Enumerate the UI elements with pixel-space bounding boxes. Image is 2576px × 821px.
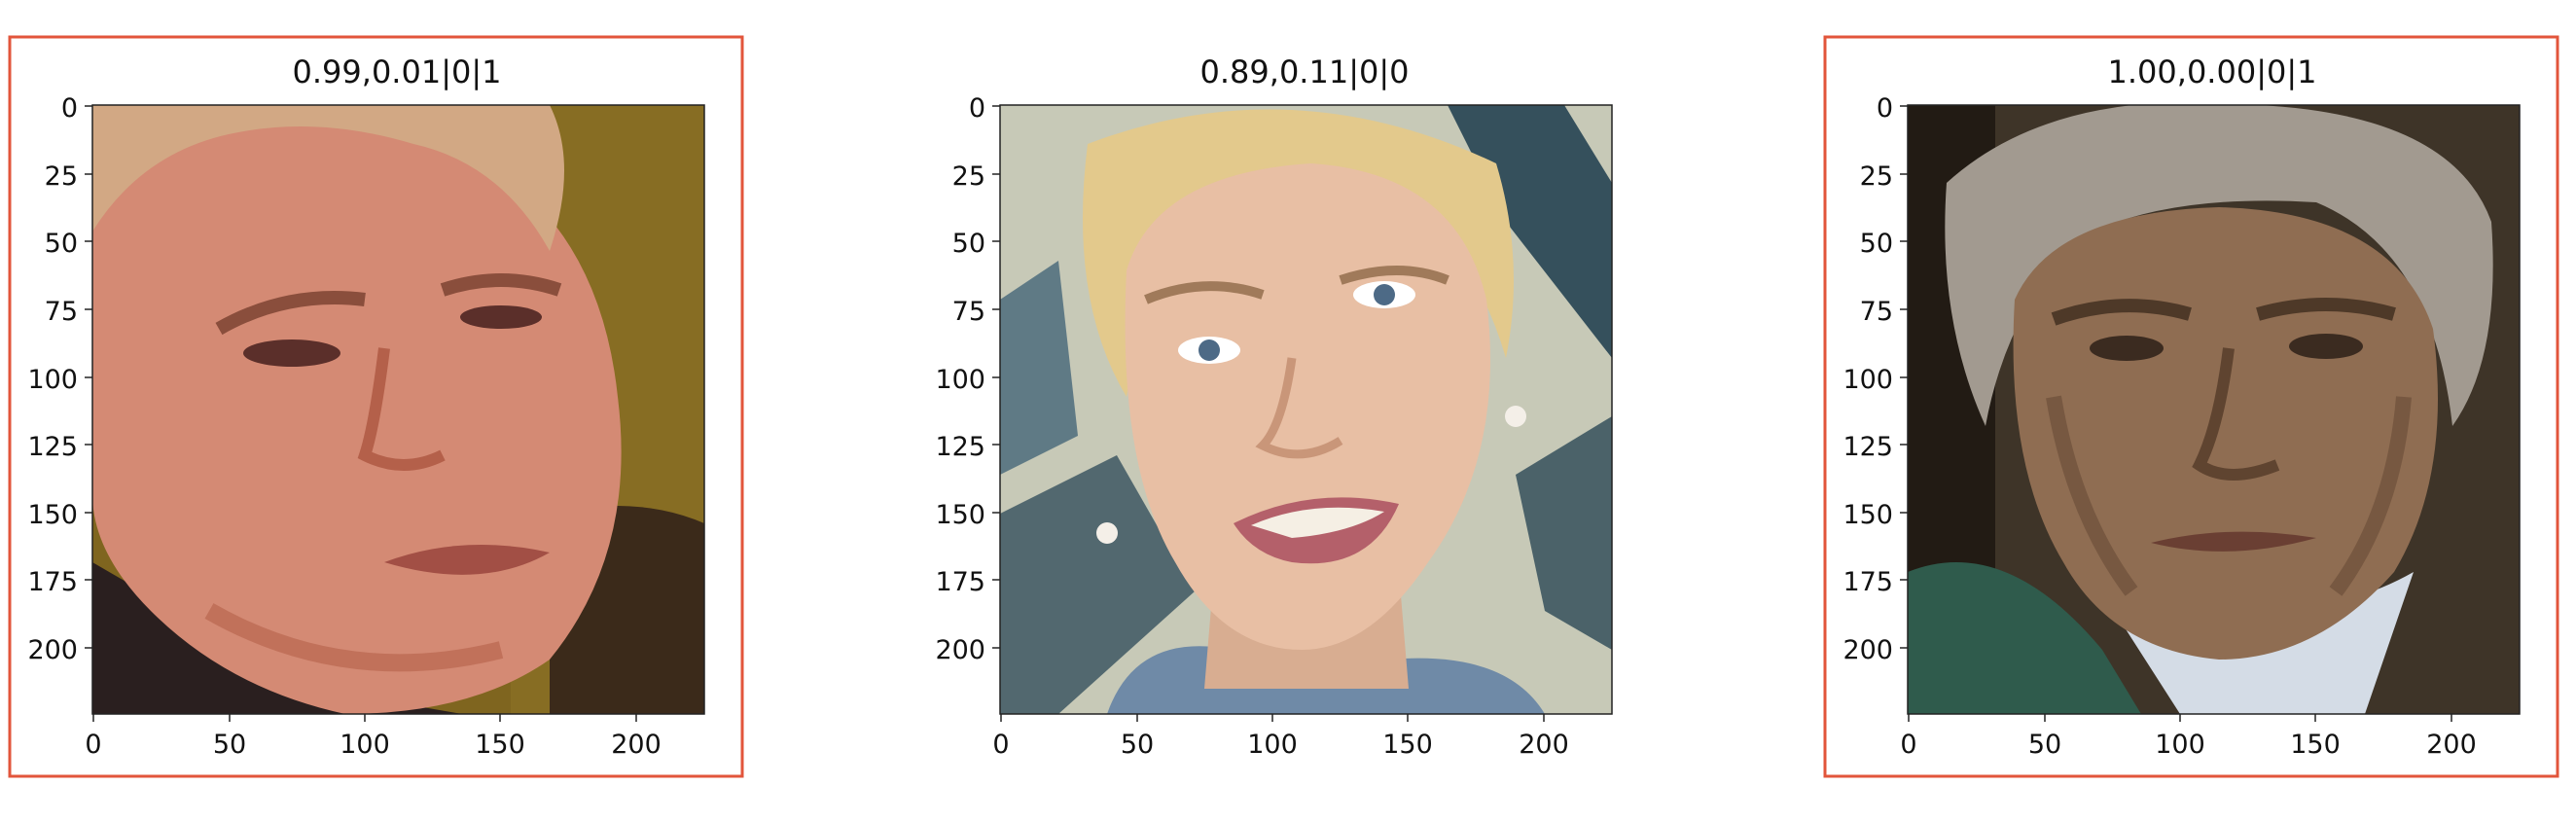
x-tick-label: 200: [611, 730, 662, 760]
x-axis: 0 50 100 150 200: [85, 714, 662, 760]
brow-left: [1144, 281, 1265, 304]
y-tick-label: 25: [952, 161, 985, 192]
y-tick-label: 25: [1860, 161, 1893, 192]
x-tick-label: 150: [2290, 730, 2341, 760]
y-tick-label: 150: [1843, 500, 1893, 530]
earring-left: [1096, 522, 1118, 544]
mouth: [2151, 531, 2316, 552]
eye-left: [2090, 336, 2164, 361]
subplot-title: 0.99,0.01|0|1: [293, 54, 502, 90]
y-tick-label: 125: [1843, 432, 1893, 462]
x-tick-label: 100: [2155, 730, 2205, 760]
y-tick-label: 75: [952, 297, 985, 327]
x-tick-label: 100: [1247, 730, 1298, 760]
y-axis: 0 25 50 75 100 125 150 175 200: [935, 93, 1000, 665]
face-image: [91, 104, 705, 715]
eye-left: [243, 339, 340, 367]
hair: [92, 105, 564, 251]
eye-right: [2289, 334, 2363, 359]
cheek-shadow: [2046, 395, 2138, 596]
x-tick-label: 50: [2028, 730, 2061, 760]
subplot-3: 1.00,0.00|0|1 0: [1823, 35, 2559, 778]
face-skin: [2013, 207, 2438, 660]
brow-left: [215, 291, 366, 336]
y-tick-label: 150: [27, 500, 78, 530]
y-tick-label: 175: [1843, 567, 1893, 597]
x-tick-label: 0: [992, 730, 1009, 760]
y-tick-label: 75: [45, 297, 78, 327]
jaw-shadow: [204, 603, 504, 672]
brow-right: [440, 273, 562, 297]
subplot-2: 0.89,0.11|0|0: [935, 54, 1613, 760]
y-tick-label: 150: [935, 500, 985, 530]
nose: [357, 347, 446, 471]
x-axis: 0 50 100 150 200: [1900, 714, 2477, 760]
face-image: [1907, 104, 2521, 715]
brow-right: [2256, 298, 2396, 321]
background-tile: [1000, 261, 1078, 475]
cheek-shadow: [2329, 396, 2412, 596]
eye-right: [460, 305, 542, 329]
y-tick-label: 125: [935, 432, 985, 462]
subplot-title: 1.00,0.00|0|1: [2108, 54, 2317, 90]
image-frame: [999, 104, 1613, 715]
face-image: [999, 104, 1613, 715]
earring-right: [1505, 406, 1526, 427]
highlight-border: [8, 35, 744, 778]
brow-right: [1339, 266, 1449, 285]
y-axis: 0 25 50 75 100 125 150 175 200: [1843, 93, 1908, 665]
y-tick-label: 50: [45, 229, 78, 259]
y-axis: 0 25 50 75 100 125 150 175 200: [27, 93, 92, 665]
y-tick-label: 50: [952, 229, 985, 259]
y-tick-label: 175: [27, 567, 78, 597]
x-tick-label: 50: [213, 730, 246, 760]
x-tick-label: 0: [1900, 730, 1916, 760]
subplot-1: 0.99,0.01|0|1 0 25: [8, 35, 744, 778]
clothing: [92, 562, 462, 714]
y-tick-label: 25: [45, 161, 78, 192]
highlight-border: [1823, 35, 2559, 778]
y-tick-label: 125: [27, 432, 78, 462]
mouth: [384, 545, 550, 575]
x-tick-label: 0: [85, 730, 101, 760]
subplot-title: 0.89,0.11|0|0: [1200, 54, 1410, 90]
y-tick-label: 100: [935, 365, 985, 395]
y-tick-label: 100: [27, 365, 78, 395]
clothing: [1908, 562, 2141, 714]
image-frame: [1907, 104, 2521, 715]
hair: [1083, 109, 1514, 397]
background-tile: [1516, 416, 1612, 650]
image-frame: [91, 104, 705, 715]
y-tick-label: 75: [1860, 297, 1893, 327]
x-tick-label: 150: [475, 730, 525, 760]
y-tick-label: 200: [935, 635, 985, 665]
nose: [2192, 347, 2280, 481]
x-tick-label: 200: [1519, 730, 1569, 760]
y-tick-label: 100: [1843, 365, 1893, 395]
nose: [1255, 357, 1343, 459]
x-tick-label: 100: [340, 730, 390, 760]
hair: [1945, 105, 2493, 426]
y-tick-label: 0: [61, 93, 78, 124]
x-tick-label: 50: [1121, 730, 1154, 760]
y-tick-label: 50: [1860, 229, 1893, 259]
y-tick-label: 175: [935, 567, 985, 597]
iris-left: [1199, 339, 1220, 361]
x-tick-label: 200: [2426, 730, 2477, 760]
y-tick-label: 200: [27, 635, 78, 665]
x-tick-label: 150: [1382, 730, 1433, 760]
y-tick-label: 0: [1877, 93, 1893, 124]
teeth: [1251, 507, 1384, 538]
brow-left: [2051, 299, 2192, 326]
x-axis: 0 50 100 150 200: [992, 714, 1569, 760]
y-tick-label: 0: [969, 93, 985, 124]
y-tick-label: 200: [1843, 635, 1893, 665]
background-tile: [1000, 455, 1195, 714]
iris-right: [1374, 284, 1395, 305]
